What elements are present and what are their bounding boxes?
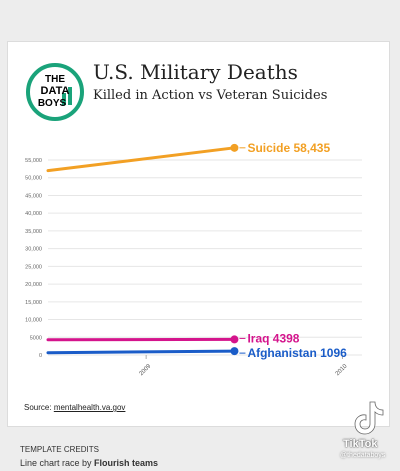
- y-tick-label-5: 25,000: [25, 264, 42, 270]
- y-tick-label-3: 15,000: [25, 300, 42, 306]
- tiktok-user: @thedataboys: [340, 452, 386, 459]
- y-tick-label-2: 10,000: [25, 318, 42, 324]
- credits-prefix: Line chart race by: [20, 458, 95, 468]
- y-tick-label-8: 40,000: [25, 211, 42, 217]
- credits-text: Line chart race by Flourish teams: [20, 458, 158, 468]
- series-endpoint-afghanistan: [230, 347, 239, 356]
- y-tick-label-11: 55,000: [25, 158, 42, 164]
- y-tick-label-7: 35,000: [25, 229, 42, 235]
- series-endpoint-suicide: [230, 143, 239, 152]
- x-tick-label-0: 2009: [139, 363, 153, 377]
- source-note: Source: mentalhealth.va.gov: [24, 403, 125, 412]
- y-tick-label-10: 50,000: [25, 176, 42, 182]
- series-line-suicide: [46, 146, 236, 173]
- tiktok-logo-icon: [354, 401, 384, 435]
- series-line-afghanistan: [46, 349, 236, 355]
- logo-line3: BOYS: [38, 98, 67, 109]
- source-label: Source:: [24, 403, 52, 412]
- y-tick-label-9: 45,000: [25, 193, 42, 199]
- series-label-afghanistan: Afghanistan 1096: [247, 346, 347, 360]
- series-label-suicide: Suicide 58,435: [247, 141, 330, 155]
- logo-line2: DATA: [41, 85, 70, 97]
- logo-line1: THE: [45, 74, 65, 85]
- y-tick-label-4: 20,000: [25, 282, 42, 288]
- source-link[interactable]: mentalhealth.va.gov: [53, 403, 126, 412]
- y-tick-label-0: 0: [39, 353, 42, 359]
- credits-bold: Flourish teams: [94, 458, 159, 468]
- chart-title: U.S. Military Deaths: [93, 60, 298, 84]
- credits-heading: TEMPLATE CREDITS: [20, 445, 99, 454]
- x-tick-label-1: 2010: [335, 363, 349, 377]
- series-endpoint-iraq: [230, 335, 239, 344]
- series-label-iraq: Iraq 4398: [247, 331, 299, 345]
- y-tick-label-6: 30,000: [25, 247, 42, 253]
- chart-subtitle: Killed in Action vs Veteran Suicides: [93, 88, 328, 103]
- tiktok-brand: TikTok: [343, 438, 378, 450]
- line-chart: 0 5000 10,000 15,000 20,000 25,000 30,000 35,00…: [25, 141, 362, 377]
- y-tick-label-1: 5000: [30, 335, 42, 341]
- data-boys-logo: THE DATA BOYS: [26, 63, 84, 121]
